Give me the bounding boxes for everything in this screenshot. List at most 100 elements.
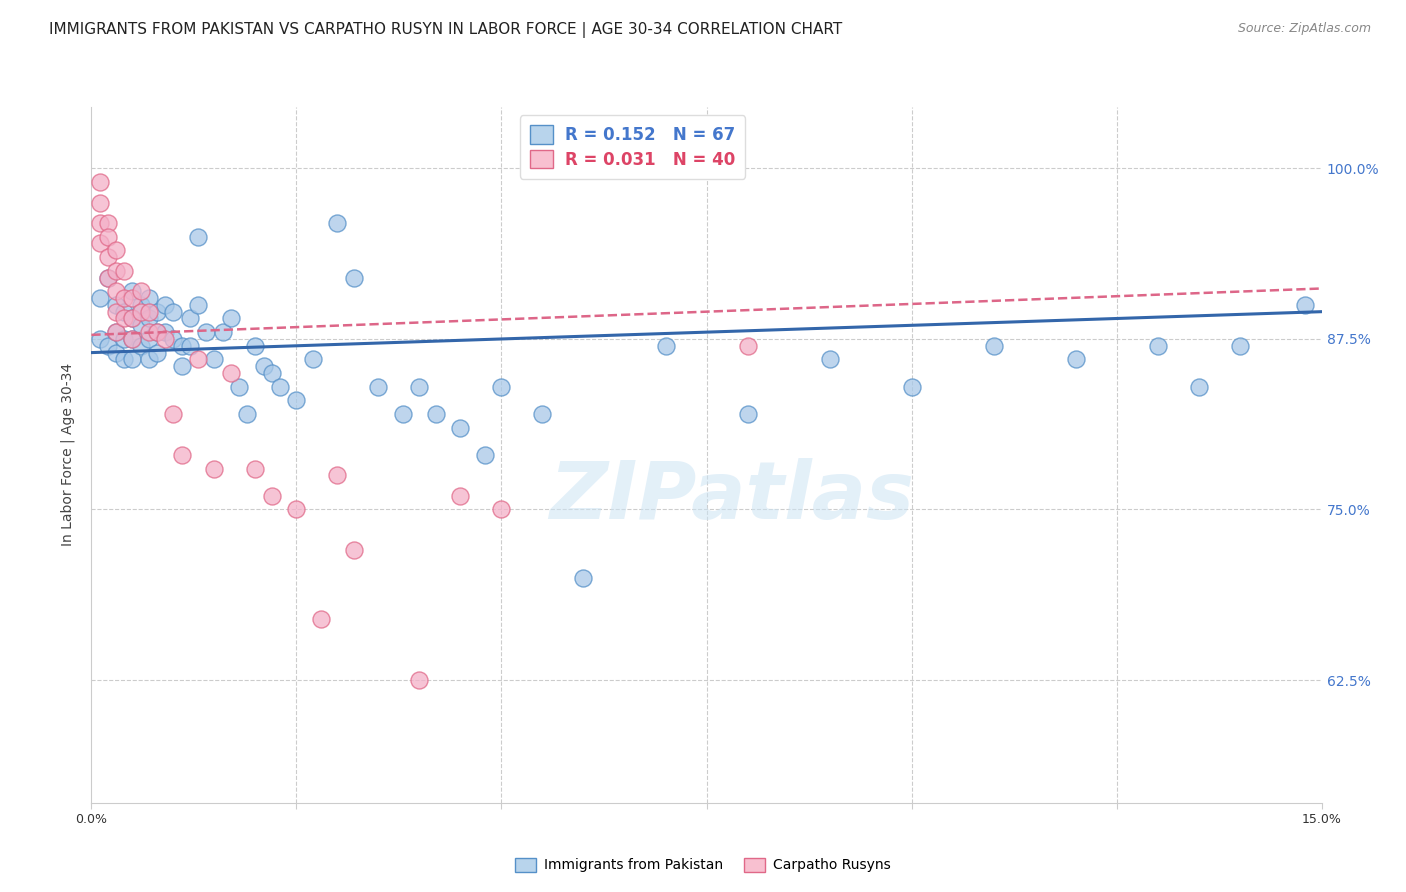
Point xyxy=(491,380,513,394)
Point xyxy=(260,366,283,380)
Point xyxy=(89,175,111,189)
Point xyxy=(253,359,276,374)
Point xyxy=(983,339,1005,353)
Point xyxy=(1187,380,1209,394)
Point xyxy=(129,284,152,298)
Point xyxy=(195,325,218,339)
Point xyxy=(146,345,169,359)
Point xyxy=(187,229,209,244)
Point xyxy=(105,345,127,359)
Point xyxy=(97,339,120,353)
Point xyxy=(228,380,250,394)
Point xyxy=(326,468,349,483)
Point xyxy=(138,332,160,346)
Point xyxy=(449,489,471,503)
Point xyxy=(449,420,471,434)
Point xyxy=(129,318,152,333)
Point xyxy=(219,311,242,326)
Point xyxy=(89,236,111,251)
Point xyxy=(112,264,135,278)
Point xyxy=(121,311,143,326)
Point xyxy=(1229,339,1251,353)
Legend: R = 0.152   N = 67, R = 0.031   N = 40: R = 0.152 N = 67, R = 0.031 N = 40 xyxy=(520,115,745,178)
Point xyxy=(245,339,267,353)
Point xyxy=(491,502,513,516)
Point xyxy=(236,407,259,421)
Point xyxy=(138,291,160,305)
Point xyxy=(138,304,160,318)
Point xyxy=(89,216,111,230)
Point xyxy=(1146,339,1168,353)
Point xyxy=(737,407,759,421)
Text: IMMIGRANTS FROM PAKISTAN VS CARPATHO RUSYN IN LABOR FORCE | AGE 30-34 CORRELATIO: IMMIGRANTS FROM PAKISTAN VS CARPATHO RUS… xyxy=(49,22,842,38)
Point xyxy=(97,229,120,244)
Point xyxy=(285,502,308,516)
Point xyxy=(1294,298,1316,312)
Point xyxy=(138,325,160,339)
Point xyxy=(105,284,127,298)
Point xyxy=(162,407,184,421)
Text: Source: ZipAtlas.com: Source: ZipAtlas.com xyxy=(1237,22,1371,36)
Point xyxy=(97,250,120,264)
Point xyxy=(97,270,120,285)
Point xyxy=(202,352,225,367)
Point xyxy=(170,359,193,374)
Point xyxy=(105,264,127,278)
Point xyxy=(202,461,225,475)
Point xyxy=(129,339,152,353)
Point xyxy=(326,216,349,230)
Text: ZIPatlas: ZIPatlas xyxy=(548,458,914,536)
Point xyxy=(408,673,430,687)
Point xyxy=(121,284,143,298)
Point xyxy=(129,304,152,318)
Point xyxy=(654,339,676,353)
Point xyxy=(121,332,143,346)
Point xyxy=(367,380,389,394)
Point xyxy=(112,304,135,318)
Point xyxy=(301,352,323,367)
Point xyxy=(170,448,193,462)
Point xyxy=(162,304,184,318)
Point xyxy=(269,380,291,394)
Point xyxy=(170,339,193,353)
Point xyxy=(89,195,111,210)
Point xyxy=(343,270,366,285)
Point xyxy=(112,352,135,367)
Point xyxy=(105,298,127,312)
Point xyxy=(309,612,332,626)
Point xyxy=(425,407,447,421)
Point xyxy=(138,311,160,326)
Point xyxy=(153,332,177,346)
Point xyxy=(121,332,143,346)
Point xyxy=(737,339,759,353)
Point xyxy=(408,380,430,394)
Point xyxy=(105,325,127,339)
Point xyxy=(153,325,177,339)
Point xyxy=(900,380,922,394)
Point xyxy=(129,298,152,312)
Point xyxy=(162,332,184,346)
Point xyxy=(260,489,283,503)
Point xyxy=(121,311,143,326)
Point xyxy=(285,393,308,408)
Point xyxy=(211,325,233,339)
Point xyxy=(179,311,201,326)
Point xyxy=(89,291,111,305)
Point xyxy=(146,304,169,318)
Point xyxy=(187,352,209,367)
Legend: Immigrants from Pakistan, Carpatho Rusyns: Immigrants from Pakistan, Carpatho Rusyn… xyxy=(509,852,897,878)
Point xyxy=(343,543,366,558)
Point xyxy=(105,325,127,339)
Point xyxy=(153,298,177,312)
Point xyxy=(179,339,201,353)
Point xyxy=(121,291,143,305)
Point xyxy=(89,332,111,346)
Point xyxy=(138,352,160,367)
Point xyxy=(97,216,120,230)
Point xyxy=(97,270,120,285)
Point xyxy=(187,298,209,312)
Y-axis label: In Labor Force | Age 30-34: In Labor Force | Age 30-34 xyxy=(60,363,76,547)
Point xyxy=(572,571,595,585)
Point xyxy=(1064,352,1087,367)
Point xyxy=(245,461,267,475)
